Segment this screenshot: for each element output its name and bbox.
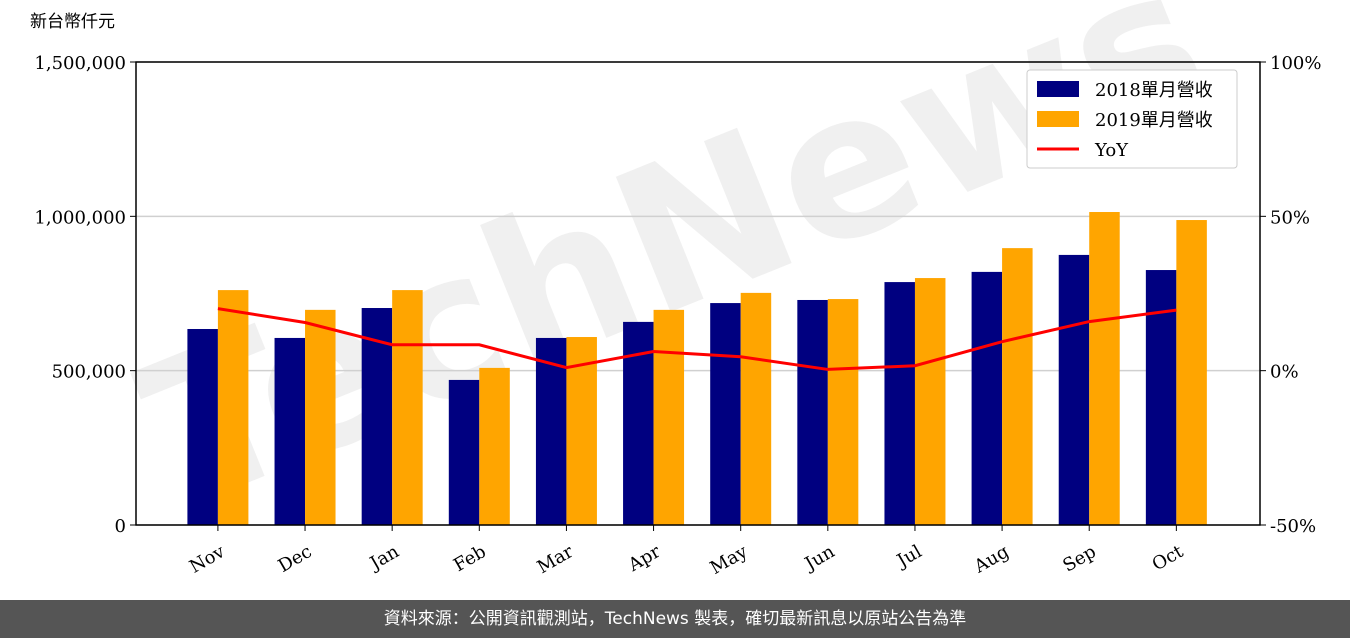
x-tick-label: Mar [534, 541, 578, 578]
yoy-line [217, 307, 1177, 371]
bar [217, 290, 249, 525]
legend-label: 2019單月營收 [1095, 110, 1213, 131]
x-tick-label: Apr [624, 541, 664, 576]
bar [535, 337, 567, 525]
bar [274, 337, 306, 525]
legend-label: YoY [1094, 140, 1129, 161]
legend-swatch [1037, 111, 1079, 127]
bar [914, 278, 946, 525]
y2-tick-label: 50% [1270, 207, 1310, 228]
y-tick-label: 0 [115, 516, 126, 537]
bar [392, 290, 423, 525]
bar [1002, 248, 1033, 525]
bar [1145, 270, 1177, 525]
bar [1089, 212, 1120, 525]
x-tick-label: Sep [1059, 541, 1099, 576]
x-tick-label: Jan [365, 541, 403, 575]
bar [479, 367, 510, 525]
bar [827, 299, 859, 525]
legend-box [1026, 69, 1238, 169]
bar [1176, 220, 1207, 525]
x-tick-label: Aug [970, 541, 1013, 578]
x-tick-label: Nov [186, 541, 229, 578]
footer: 資料來源：公開資訊觀測站，TechNews 製表，確切最新訊息以原站公告為準 [0, 600, 1350, 638]
x-tick-label: Oct [1149, 541, 1188, 576]
y-tick-label: 1,000,000 [34, 207, 126, 228]
bar [305, 309, 336, 525]
x-tick-label: Jul [892, 541, 926, 573]
x-tick-label: May [707, 541, 752, 579]
y2-tick-label: -50% [1270, 516, 1316, 537]
y-axis-label: 新台幣仟元 [30, 12, 115, 32]
chart: 新台幣仟元 TechNews 0500,0001,000,0001,500,00… [30, 0, 1321, 579]
legend-swatch [1037, 81, 1079, 97]
y-tick-label: 500,000 [52, 362, 126, 383]
x-tick-label: Feb [450, 541, 490, 576]
plot-frame [135, 61, 1261, 526]
bar [797, 299, 828, 525]
bar [740, 292, 772, 525]
bar [448, 379, 480, 525]
bar [187, 328, 218, 525]
x-tick-label: Jun [800, 541, 839, 576]
y-tick-label: 1,500,000 [34, 53, 126, 74]
legend-label: 2018單月營收 [1095, 80, 1213, 101]
bar [653, 309, 685, 525]
x-tick-label: Dec [275, 541, 316, 577]
bar [710, 303, 741, 525]
bar [971, 271, 1003, 525]
y2-tick-label: 100% [1270, 53, 1321, 74]
y2-tick-label: 0% [1270, 362, 1299, 383]
bar [1058, 254, 1090, 525]
bar [566, 337, 597, 525]
bar [884, 282, 915, 525]
